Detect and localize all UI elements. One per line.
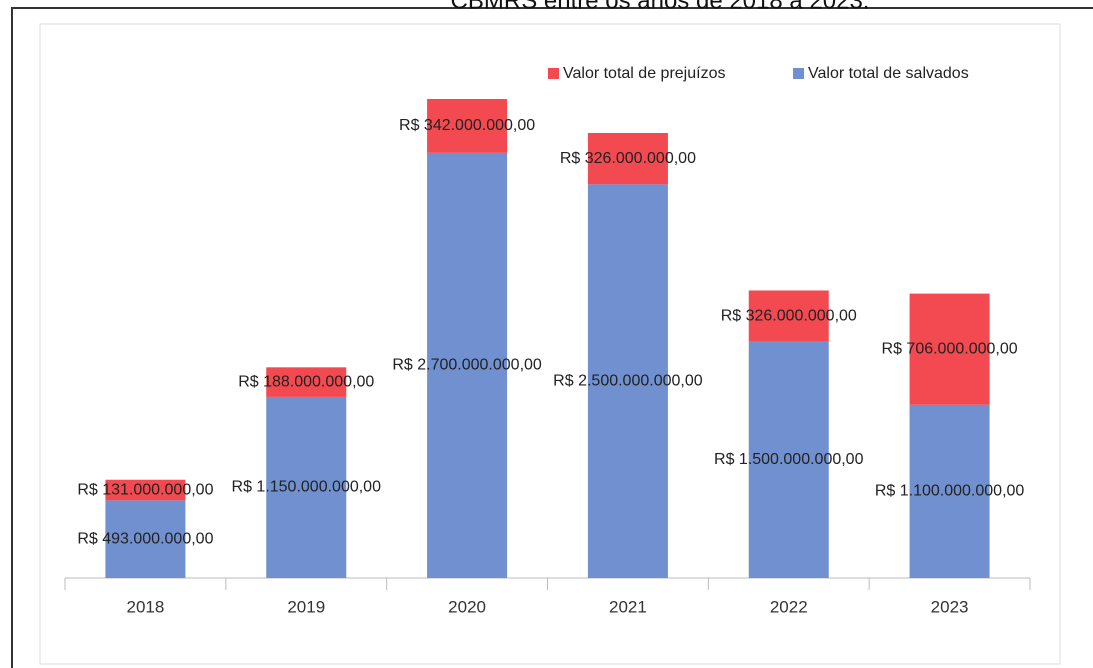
x-tick-label: 2021 bbox=[609, 597, 647, 616]
bar-segment bbox=[587, 184, 668, 578]
bar-segment bbox=[909, 293, 990, 405]
x-tick-label: 2018 bbox=[127, 597, 165, 616]
bar-segment bbox=[266, 396, 347, 578]
x-tick-label: 2020 bbox=[448, 597, 486, 616]
x-tick-label: 2023 bbox=[931, 597, 969, 616]
x-tick-label: 2019 bbox=[287, 597, 325, 616]
plot-frame bbox=[39, 23, 1061, 665]
bar-segment bbox=[748, 290, 829, 342]
frame bbox=[11, 7, 1093, 668]
data-label: R$ 493.000.000,00 bbox=[77, 530, 213, 547]
data-label: R$ 188.000.000,00 bbox=[238, 373, 374, 390]
bar-segment bbox=[587, 133, 668, 185]
bar-segment bbox=[266, 367, 347, 397]
bar-segment bbox=[909, 404, 990, 578]
data-label: R$ 326.000.000,00 bbox=[721, 307, 857, 324]
data-label: R$ 1.150.000.000,00 bbox=[232, 479, 382, 496]
bar-segment bbox=[105, 479, 186, 501]
bar-segment bbox=[427, 152, 508, 579]
bar-segment bbox=[748, 341, 829, 578]
data-label: R$ 326.000.000,00 bbox=[560, 150, 696, 167]
legend-swatch bbox=[793, 68, 804, 79]
data-label: R$ 131.000.000,00 bbox=[77, 481, 213, 498]
data-label: R$ 2.700.000.000,00 bbox=[392, 357, 542, 374]
chart-title: CBMRS entre os anos de 2018 a 2023. bbox=[451, 0, 870, 14]
legend-label: Valor total de prejuízos bbox=[563, 65, 725, 82]
data-label: R$ 706.000.000,00 bbox=[882, 340, 1018, 357]
data-label: R$ 342.000.000,00 bbox=[399, 117, 535, 134]
bar-segment bbox=[105, 500, 186, 578]
bar-segment bbox=[427, 99, 508, 153]
x-tick-label: 2022 bbox=[770, 597, 808, 616]
data-label: R$ 1.500.000.000,00 bbox=[714, 451, 864, 468]
data-label: R$ 2.500.000.000,00 bbox=[553, 372, 703, 389]
legend-label: Valor total de salvados bbox=[808, 65, 969, 82]
legend-swatch bbox=[548, 68, 559, 79]
data-label: R$ 1.100.000.000,00 bbox=[875, 483, 1025, 500]
